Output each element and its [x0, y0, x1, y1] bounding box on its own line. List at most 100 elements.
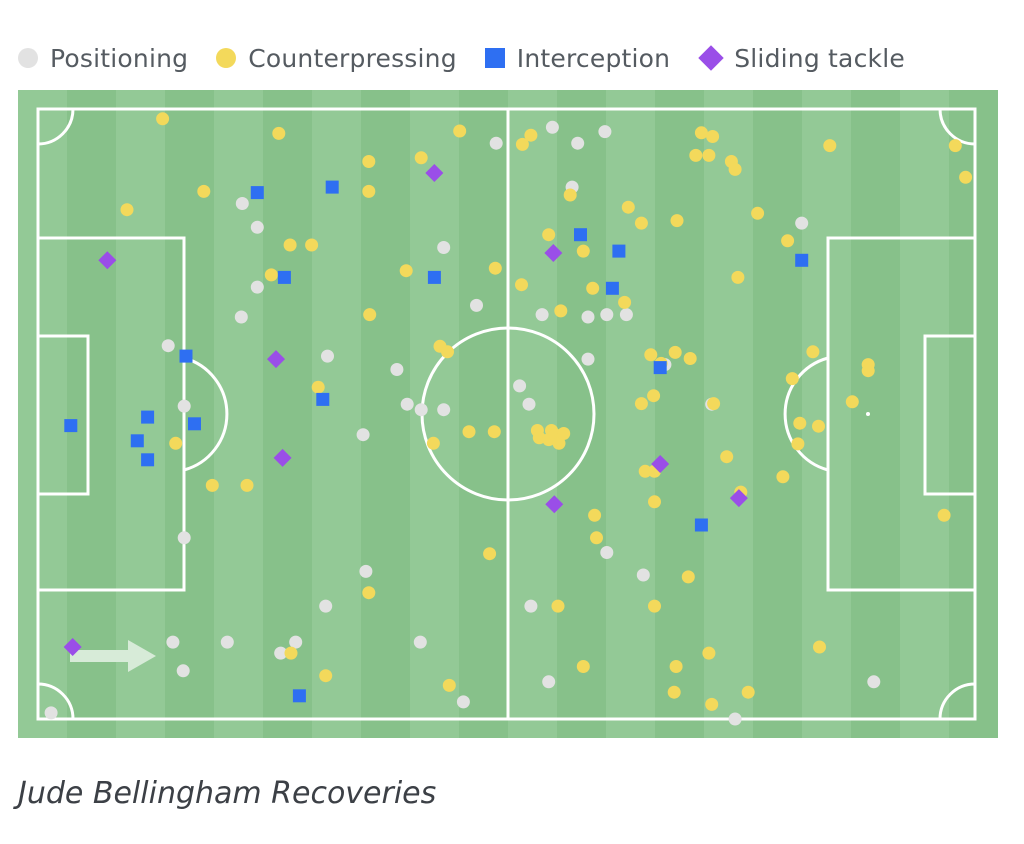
interception-point [653, 361, 667, 375]
legend-item-positioning[interactable]: Positioning [18, 44, 188, 73]
counterpressing-point [319, 669, 333, 683]
counterpressing-point [845, 395, 859, 409]
interception-point [179, 349, 193, 363]
positioning-swatch-icon [18, 48, 38, 68]
pitch-stripe [18, 90, 68, 738]
counterpressing-point [169, 436, 183, 450]
counterpressing-point [551, 599, 565, 613]
counterpressing-point [311, 380, 325, 394]
counterpressing-point [524, 128, 538, 142]
counterpressing-point [426, 436, 440, 450]
positioning-point [489, 136, 503, 150]
positioning-point [437, 241, 451, 254]
positioning-point [177, 531, 191, 545]
positioning-point [235, 197, 249, 210]
counterpressing-point [705, 697, 719, 711]
counterpressing-point [793, 416, 807, 430]
counterpressing-point [441, 345, 454, 359]
counterpressing-point [588, 508, 602, 522]
counterpressing-point [120, 203, 134, 217]
pitch-stripe [459, 90, 509, 738]
counterpressing-point [781, 234, 795, 248]
left-six-yard-box [36, 334, 90, 496]
interception-point [292, 689, 306, 703]
counterpressing-point [720, 450, 734, 464]
interception-point [427, 270, 441, 284]
positioning-point [470, 298, 483, 312]
positioning-point [524, 599, 538, 613]
counterpressing-point [618, 295, 632, 309]
positioning-point [545, 120, 559, 134]
counterpressing-point [948, 139, 962, 153]
positioning-point [795, 216, 809, 230]
counterpressing-point [576, 244, 590, 258]
interception-point [277, 270, 291, 284]
legend-label-counterpressing: Counterpressing [248, 43, 457, 73]
corner-arc-top-left [37, 108, 75, 146]
positioning-point [728, 712, 742, 726]
interception-point [316, 392, 330, 406]
legend-item-interception[interactable]: Interception [484, 44, 670, 73]
interception-point [130, 434, 144, 448]
counterpressing-point [586, 281, 600, 295]
counterpressing-point [283, 238, 297, 252]
pitch-stripe [851, 90, 901, 738]
positioning-point [542, 675, 556, 689]
pitch-stripe [67, 90, 117, 738]
counterpressing-point [442, 678, 456, 692]
counterpressing-point [813, 640, 826, 654]
counterpressing-point [240, 478, 254, 492]
positioning-point [250, 220, 264, 234]
counterpressing-point [205, 478, 219, 492]
counterpressing-point [542, 228, 556, 242]
counterpressing-point [689, 148, 703, 162]
positioning-point [600, 546, 614, 559]
interception-point [795, 253, 809, 267]
pitch-stripe [753, 90, 803, 738]
chart-caption: Jude Bellingham Recoveries [18, 776, 437, 811]
positioning-point [400, 397, 414, 411]
positioning-point [413, 635, 427, 649]
pitch-markings [36, 107, 977, 721]
counterpressing-point [156, 112, 170, 126]
positioning-point [456, 695, 470, 709]
positioning-point [177, 399, 191, 413]
counterpressing-point [812, 419, 825, 433]
sliding-tackle-point [729, 489, 748, 508]
pitch-stripe [361, 90, 411, 738]
interception-point [141, 453, 155, 467]
right-penalty-arc [783, 356, 829, 472]
counterpressing-point [702, 646, 716, 660]
left-penalty-arc [183, 356, 229, 472]
pitch-stripe [508, 90, 558, 738]
counterpressing-point [362, 184, 376, 198]
counterpressing-point [668, 345, 682, 359]
legend-item-counterpressing[interactable]: Counterpressing [216, 44, 457, 73]
sliding-tackle-swatch-icon [698, 45, 724, 71]
positioning-point [390, 363, 404, 376]
pitch-stripe [116, 90, 166, 738]
counterpressing-point [590, 531, 603, 545]
pitch-stripe [655, 90, 705, 738]
counterpressing-point [576, 660, 590, 673]
sliding-tackle-point [425, 164, 444, 183]
counterpressing-point [634, 397, 648, 411]
interception-point [141, 410, 155, 424]
legend-item-sliding-tackle[interactable]: Sliding tackle [698, 44, 905, 73]
positioning-point [220, 635, 234, 649]
positioning-point [522, 397, 536, 411]
positioning-point [359, 564, 373, 578]
positioning-point [619, 308, 633, 322]
corner-arc-bottom-left [37, 682, 75, 720]
positioning-point [581, 352, 595, 366]
positioning-point [867, 675, 881, 689]
corner-arc-top-right [938, 108, 976, 146]
counterpressing-point [648, 599, 661, 613]
positioning-point [600, 308, 614, 322]
counterpressing-point [515, 137, 529, 151]
sliding-tackle-point [273, 448, 292, 467]
counterpressing-point [776, 470, 790, 484]
positioning-point [571, 136, 585, 150]
positioning-point [581, 310, 595, 324]
sliding-tackle-point [651, 455, 670, 474]
